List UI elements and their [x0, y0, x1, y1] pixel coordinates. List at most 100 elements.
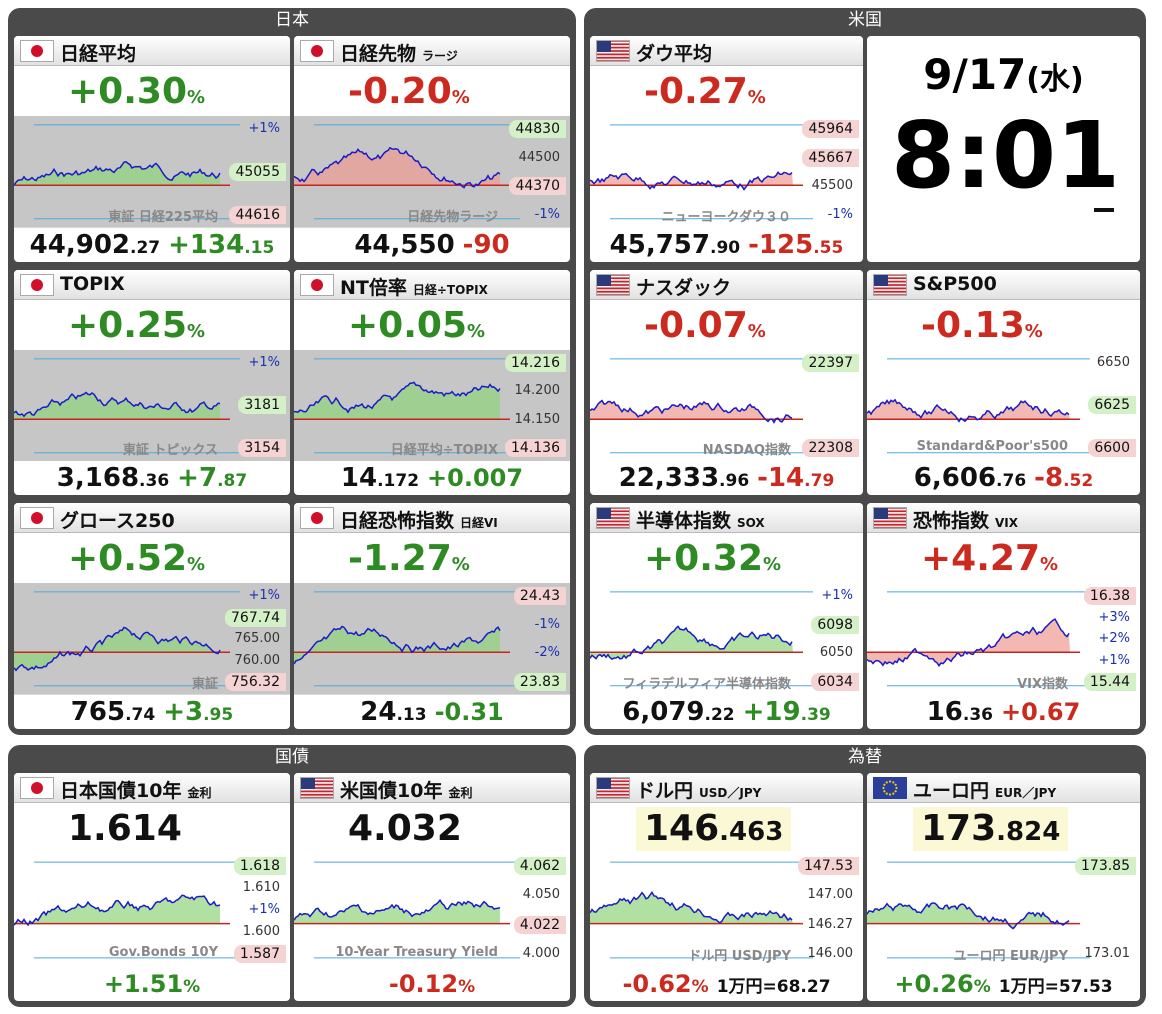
top-part: 146: [644, 808, 720, 849]
index-name: 半導体指数: [636, 510, 732, 533]
chart-watermark: 東証: [191, 676, 218, 692]
chart-label: 146.27: [807, 916, 854, 932]
chart-watermark: 東証 トピックス: [122, 443, 218, 459]
flag-star: [885, 781, 888, 784]
index-sub: 日経÷TOPIX: [412, 282, 488, 297]
flag-stripe: [596, 50, 630, 52]
top-part: %: [451, 554, 470, 576]
flag-stripe: [596, 793, 630, 796]
bottom-values: 765.74 +3.95: [14, 697, 290, 727]
bottom-values: 3,168.36 +7.87: [14, 463, 290, 493]
chart-label: 44370: [509, 177, 566, 196]
index-name: S&P500: [913, 272, 997, 295]
card-header: 恐怖指数 VIX: [867, 503, 1140, 534]
bottom-part: 22,333: [618, 463, 720, 494]
card: ナスダック -0.07% 22397 22308 NASDAQ指数 22,333.96 -1…: [590, 269, 863, 496]
chart-label: 14.200: [514, 383, 561, 399]
flag-stripe: [300, 793, 334, 796]
card-name: ダウ平均: [636, 39, 712, 66]
bottom-part: .15: [244, 237, 275, 258]
chart-watermark: NASDAQ指数: [702, 443, 791, 459]
chart-label: 146.00: [807, 946, 854, 961]
flag: [596, 273, 630, 296]
card-name: ナスダック: [636, 273, 731, 300]
chart-label: 4.022: [513, 915, 566, 934]
flag: [300, 40, 334, 62]
bottom-values: 22,333.96 -14.79: [590, 463, 863, 493]
top-part: +0.52: [68, 538, 187, 580]
chart-label: 6600: [1088, 439, 1136, 458]
chart-label: 14.150: [514, 411, 561, 427]
bottom-values: 44,902.27 +134.15: [14, 230, 290, 260]
top-value: -0.20%: [340, 70, 478, 114]
bottom-part: 24: [360, 696, 397, 727]
flag-canton: [596, 273, 611, 286]
card-name: S&P500: [913, 273, 997, 295]
bottom-part: .52: [1063, 471, 1094, 492]
bottom-values: 45,757.90 -125.55: [590, 230, 863, 260]
chart-label: 44830: [509, 120, 566, 138]
flag-star: [883, 783, 886, 786]
chart-area: [867, 619, 1070, 667]
card-header: S&P500: [867, 269, 1140, 300]
card-header: 日経恐怖指数 日経VI: [294, 503, 570, 534]
card: NT倍率 日経÷TOPIX +0.05% 14.216 14.200 14.150 14.1…: [294, 269, 570, 496]
bottom-part: -0.12: [388, 970, 459, 998]
flag-border: [596, 273, 630, 296]
chart-watermark: ユーロ円 EUR/JPY: [953, 949, 1069, 964]
top-value: +4.27%: [913, 537, 1066, 581]
index-sub: 金利: [187, 786, 212, 800]
bottom-part: 3,168: [56, 463, 140, 494]
chart-watermark: 日経平均÷TOPIX: [390, 443, 498, 459]
flag-star: [894, 790, 897, 793]
chart-line: [867, 398, 1070, 423]
chart-label: -1%: [534, 616, 560, 632]
bottom-part: -125: [748, 229, 814, 260]
flag-stripe: [596, 524, 630, 526]
chart: [867, 591, 1090, 687]
bottom-values: 6,079.22 +19.39: [590, 697, 863, 727]
flag-border: [300, 777, 334, 799]
chart-line: [294, 381, 501, 414]
flag-stripe: [596, 283, 630, 286]
chart-label: 44616: [229, 205, 286, 224]
chart-label: 6034: [811, 672, 859, 691]
flag-stripe: [873, 287, 907, 289]
flag: [300, 507, 334, 530]
flag: [300, 777, 334, 799]
chart: [867, 358, 1090, 453]
chart-label: 767.74: [225, 608, 286, 627]
chart-label: 1.587: [233, 945, 286, 963]
chart-label: +1%: [1098, 652, 1130, 668]
top-part: %: [467, 320, 486, 342]
bottom-part: 16: [926, 696, 963, 727]
chart-label: 760.00: [234, 652, 281, 668]
flag-stripe: [596, 783, 630, 786]
bottom-values: -0.12%: [294, 969, 570, 999]
section: 為替 ドル円 USD／JPY 146.463 147.53 147.00 146.27 146…: [584, 745, 1146, 1007]
flag-stripe: [596, 277, 630, 279]
section-title: 為替: [848, 747, 882, 767]
flag-canton: [873, 507, 888, 520]
flag-star: [883, 790, 886, 793]
flag-star: [892, 792, 895, 795]
flag: [596, 40, 630, 62]
chart-watermark: Gov.Bonds 10Y: [108, 945, 218, 960]
chart-label: 14.136: [505, 439, 566, 458]
bottom-values: +0.26% 1万円=57.53: [867, 969, 1140, 999]
index-name: 恐怖指数: [913, 510, 990, 533]
chart-label: 4.062: [513, 857, 566, 875]
index-sub: 日経VI: [460, 516, 498, 531]
chart-line: [14, 391, 221, 417]
card-header: NT倍率 日経÷TOPIX: [294, 269, 570, 300]
bottom-part: 14: [340, 463, 378, 494]
flag-canton: [596, 777, 611, 789]
flag-field: [873, 777, 907, 799]
flag-star: [888, 793, 892, 796]
flag-stripe: [873, 510, 907, 513]
flag-star: [892, 781, 895, 784]
bottom-part: .172: [377, 471, 420, 492]
bottom-part: 6,079: [622, 696, 705, 727]
flag-stripe: [300, 780, 334, 783]
chart-line: [294, 625, 501, 665]
